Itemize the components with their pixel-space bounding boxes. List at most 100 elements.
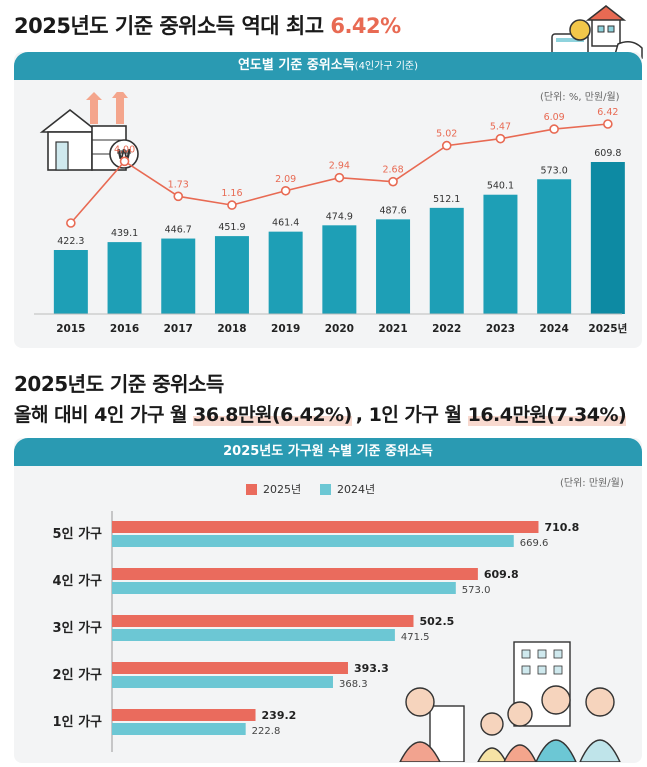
bar-label-2021: 487.6 [379, 205, 406, 216]
growth-label-2025년: 6.42 [597, 107, 618, 118]
x-tick-2020: 2020 [325, 323, 354, 335]
growth-point-2018 [227, 200, 237, 210]
bar-label-2024-3인 가구: 471.5 [401, 632, 430, 643]
y-tick-1인 가구: 1인 가구 [53, 714, 102, 730]
legend-swatch-2024 [320, 484, 331, 495]
bar-2017 [161, 238, 196, 314]
growth-point-2015 [66, 218, 76, 228]
bar-2025-2인 가구 [112, 662, 348, 674]
bar-2025-3인 가구 [112, 615, 414, 627]
bar-2024 [537, 179, 572, 314]
headline-sub-line1: 2025년도 기준 중위소득 [14, 372, 224, 396]
x-tick-2021: 2021 [378, 323, 407, 335]
bar-label-2025-2인 가구: 393.3 [354, 662, 389, 675]
growth-label-2018: 1.16 [221, 188, 242, 199]
chart1-svg: 422.3 2015 439.1 2016 446.7 2017 451.9 2018 461.… [34, 107, 627, 335]
headline-main: 2025년도 기준 중위소득 역대 최고 6.42% [14, 10, 412, 40]
bar-label-2019: 461.4 [272, 218, 299, 229]
y-tick-2인 가구: 2인 가구 [53, 667, 102, 683]
chart1-banner: 연도별 기준 중위소득(4인가구 기준) [14, 52, 642, 80]
x-tick-2017: 2017 [164, 323, 193, 335]
growth-label-2021: 2.68 [382, 165, 403, 176]
growth-point-2017 [173, 191, 184, 202]
growth-label-2023: 5.47 [490, 122, 511, 133]
x-tick-2015: 2015 [56, 323, 85, 335]
bar-label-2015: 422.3 [57, 236, 84, 247]
bar-label-2025-4인 가구: 609.8 [484, 568, 519, 581]
line2-1person: 16.4만원(7.34%) [467, 404, 627, 426]
bar-label-2025-3인 가구: 502.5 [420, 615, 455, 628]
headline-sub-line2: 올해 대비 4인 가구 월 36.8만원(6.42%), 1인 가구 월 16.… [14, 400, 628, 427]
bar-2019 [268, 231, 303, 314]
x-tick-2022: 2022 [432, 323, 461, 335]
bar-label-2023: 540.1 [487, 181, 514, 192]
line2-part-c: , 1인 가구 월 [355, 404, 468, 426]
growth-point-2019 [280, 185, 291, 196]
bar-label-2024-2인 가구: 368.3 [339, 679, 368, 690]
bar-2024-3인 가구 [112, 629, 395, 641]
bar-2024-1인 가구 [112, 723, 246, 735]
x-tick-2023: 2023 [486, 323, 515, 335]
legend-label-2025: 2025년 [263, 483, 301, 496]
y-tick-5인 가구: 5인 가구 [53, 526, 102, 542]
bar-2022 [429, 207, 464, 314]
bar-2016 [107, 242, 142, 314]
bar-2025-1인 가구 [112, 709, 256, 721]
bar-label-2025-1인 가구: 239.2 [262, 709, 297, 722]
growth-point-2024 [549, 124, 559, 134]
bar-label-2024-5인 가구: 669.6 [520, 538, 549, 549]
bar-2020 [322, 225, 357, 314]
bar-2024-4인 가구 [112, 582, 456, 594]
growth-label-2022: 5.02 [436, 129, 457, 140]
headline-main-pct: 6.42% [330, 14, 401, 38]
bar-label-2022: 512.1 [433, 194, 460, 205]
y-tick-4인 가구: 4인 가구 [53, 573, 102, 589]
bar-label-2024-4인 가구: 573.0 [462, 585, 491, 596]
bar-label-2025년: 609.8 [594, 148, 621, 159]
bar-2025년 [590, 162, 625, 314]
chart2-svg: 2025년 2024년 5인 가구 710.8 669.6 4인 가구 609.8 573.0… [53, 483, 579, 752]
growth-point-2022 [441, 140, 452, 151]
x-tick-2025년: 2025년 [588, 322, 627, 335]
bar-2018 [214, 236, 249, 314]
growth-point-2016 [119, 156, 130, 167]
family-illustration [399, 641, 621, 762]
growth-label-2020: 2.94 [329, 161, 350, 172]
bar-2024-5인 가구 [112, 535, 514, 547]
growth-label-2024: 6.09 [544, 112, 565, 123]
growth-label-2017: 1.73 [168, 179, 189, 190]
bar-label-2017: 446.7 [165, 225, 192, 236]
bar-label-2018: 451.9 [218, 222, 245, 233]
x-tick-2024: 2024 [540, 323, 569, 335]
bar-2024-2인 가구 [112, 676, 333, 688]
house-growth-icon: ₩ [39, 92, 139, 171]
bar-2025-5인 가구 [112, 521, 539, 533]
growth-label-2016: 4.00 [114, 144, 135, 155]
bar-label-2016: 439.1 [111, 228, 138, 239]
x-tick-2019: 2019 [271, 323, 300, 335]
chart1-unit: (단위: %, 만원/월) [540, 92, 620, 103]
x-tick-2018: 2018 [217, 323, 246, 335]
growth-point-2023 [495, 133, 506, 144]
growth-point-2021 [388, 176, 398, 187]
legend-swatch-2025 [246, 484, 257, 495]
line2-part-a: 올해 대비 4인 가구 월 [14, 404, 194, 426]
bar-2015 [53, 250, 88, 314]
bar-label-2025-5인 가구: 710.8 [544, 521, 579, 534]
bar-2025-4인 가구 [112, 568, 478, 580]
headline-main-text: 2025년도 기준 중위소득 역대 최고 [14, 14, 331, 38]
chart1-title: 연도별 기준 중위소득 [237, 58, 355, 73]
growth-label-2019: 2.09 [275, 174, 296, 185]
x-tick-2016: 2016 [110, 323, 139, 335]
chart2-banner: 2025년도 가구원 수별 기준 중위소득 [14, 438, 642, 466]
bar-2021 [376, 219, 411, 314]
y-tick-3인 가구: 3인 가구 [53, 620, 102, 636]
growth-point-2020 [334, 172, 345, 183]
bar-label-2024-1인 가구: 222.8 [252, 726, 281, 737]
bar-label-2020: 474.9 [326, 211, 353, 222]
bar-2023 [483, 194, 518, 314]
growth-point-2025년 [603, 119, 613, 129]
chart2-unit: (단위: 만원/월) [560, 478, 624, 489]
chart1-subtitle: (4인가구 기준) [354, 61, 419, 72]
bar-label-2024: 573.0 [541, 165, 568, 176]
